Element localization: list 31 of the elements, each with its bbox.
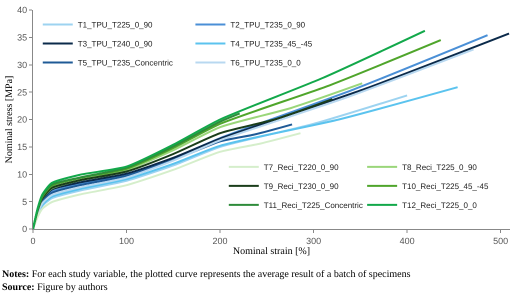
y-tick-label: 20 [17,114,28,125]
x-tick-label: 400 [400,236,415,246]
x-tick-label: 0 [30,236,36,246]
legend-label: T4_TPU_T235_45_-45 [230,40,313,49]
y-tick-label: 35 [17,32,28,43]
legend-label: T9_Reci_T230_0_90 [264,182,340,191]
x-axis-title: Nominal strain [%] [232,246,310,257]
legend-label: T8_Reci_T225_0_90 [402,162,478,172]
y-tick-label: 25 [17,87,28,98]
y-tick-label: 40 [17,5,28,16]
y-tick-label: 5 [22,196,28,207]
legend-label: T7_Reci_T220_0_90 [264,162,340,172]
y-axis-title: Nominal stress [MPa] [4,76,16,164]
legend-label: T10_Reci_T225_45_-45 [402,182,489,191]
legend-label: T12_Reci_T225_0_0 [402,200,478,210]
legend-label: T3_TPU_T240_0_90 [78,40,154,49]
y-tick-label: 15 [17,142,28,152]
y-tick-label: 10 [17,169,28,180]
x-tick-label: 100 [119,236,134,246]
legend-label: T5_TPU_T235_Concentric [78,58,173,68]
text: Notes: For each study variable, the plotted curve represents the average result of a batch of specimens [2,269,411,280]
source-note: Source: Figure by authors [2,282,108,293]
legend-label: T6_TPU_T235_0_0 [230,58,302,68]
legend-label: T11_Reci_T225_Concentric [264,200,363,210]
y-tick-label: 30 [17,60,28,70]
legend-label: T1_TPU_T225_0_90 [78,20,154,30]
x-tick-label: 500 [493,236,508,246]
x-tick-label: 300 [306,236,322,246]
legend-label: T2_TPU_T235_0_90 [230,20,306,30]
y-tick-label: 0 [22,224,28,234]
x-tick-label: 200 [212,236,228,246]
